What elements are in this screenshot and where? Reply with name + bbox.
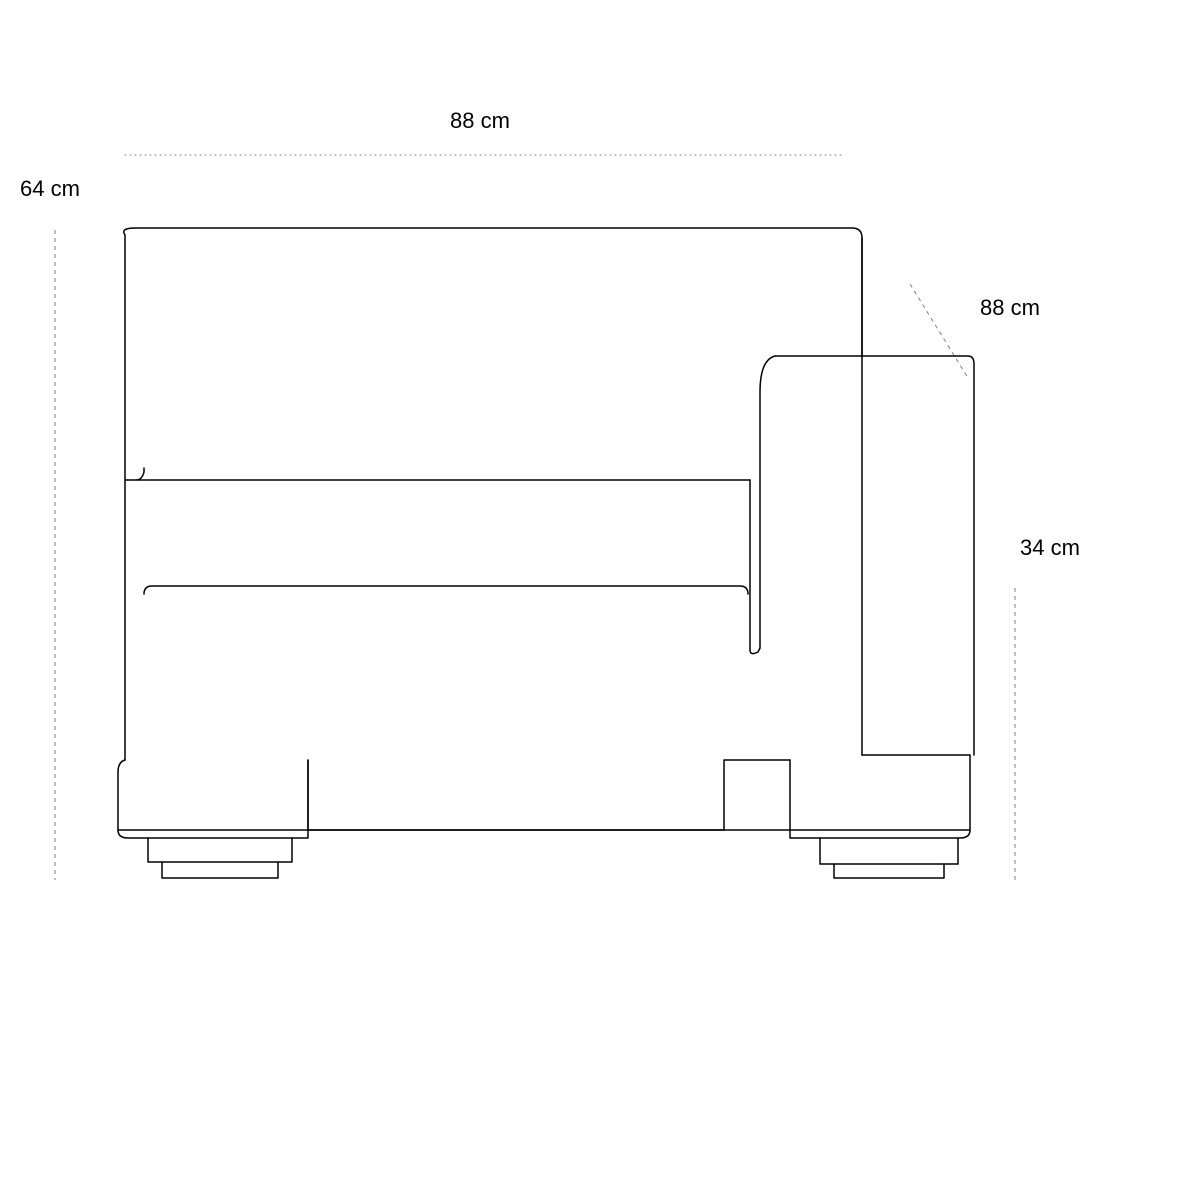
guide-depth-dashed — [910, 284, 968, 378]
sofa-path — [760, 356, 974, 755]
sofa-path — [162, 862, 278, 878]
sofa-path — [790, 755, 970, 838]
guide-lines — [55, 155, 1015, 880]
sofa-path — [148, 838, 292, 862]
sofa-outline — [118, 228, 974, 878]
sofa-path — [124, 228, 862, 755]
sofa-path — [125, 468, 144, 480]
diagram-svg — [0, 0, 1200, 1200]
sofa-path — [750, 480, 760, 654]
sofa-path — [308, 760, 724, 830]
sofa-path — [724, 760, 790, 830]
sofa-path — [820, 838, 958, 864]
sofa-path — [834, 864, 944, 878]
sofa-path — [118, 760, 308, 838]
sofa-path — [144, 586, 748, 594]
